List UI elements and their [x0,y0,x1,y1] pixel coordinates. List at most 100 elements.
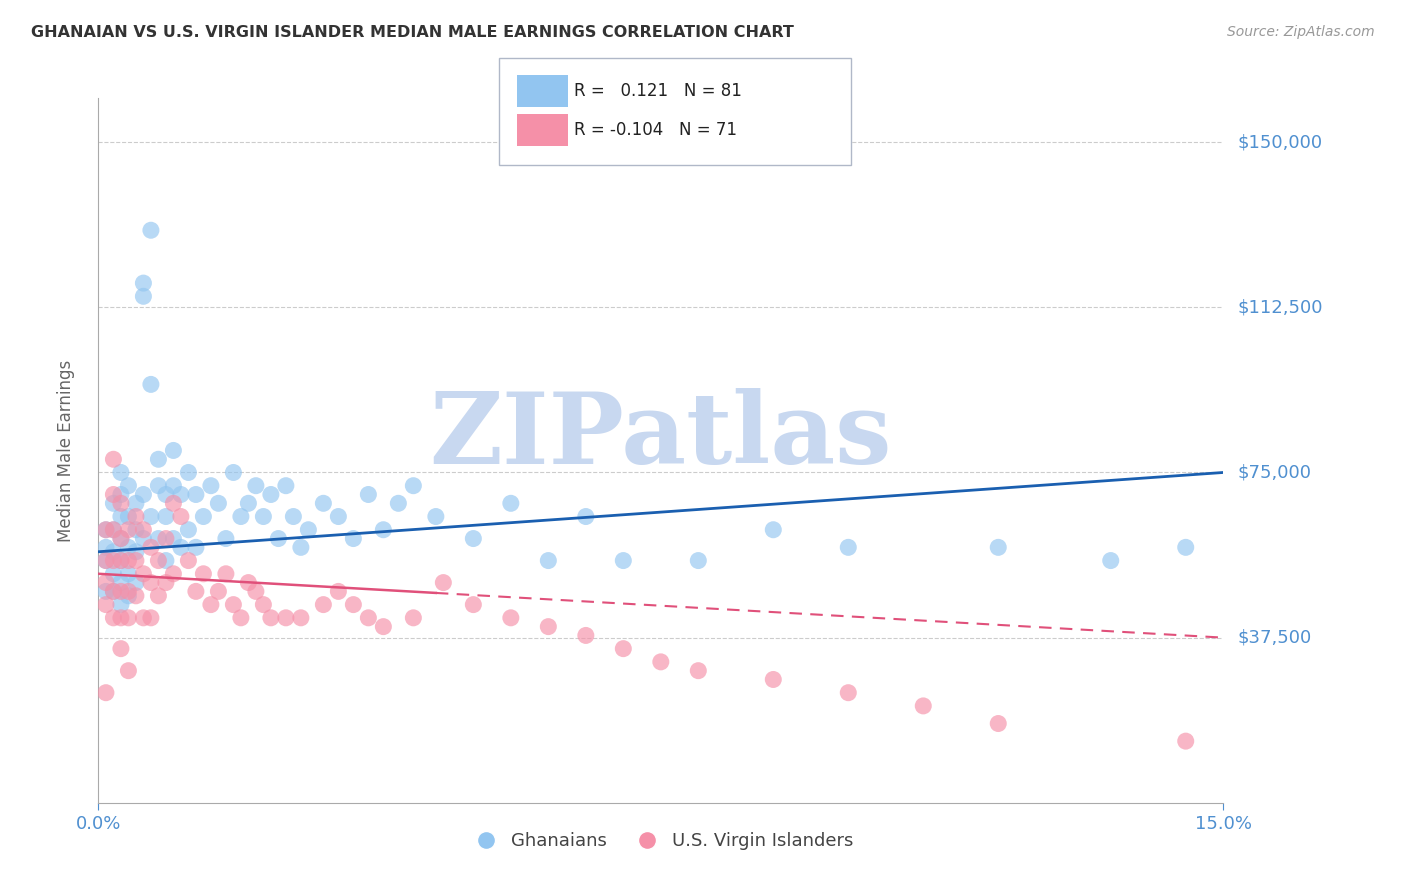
Point [125,589,148,603]
Point [215,566,238,581]
Point [94,541,117,555]
Point [177,553,200,567]
Point [837,686,859,700]
Point [110,611,132,625]
Point [117,523,139,537]
Point [148,452,170,467]
Point [155,575,177,590]
Point [148,589,170,603]
Point [103,611,125,625]
Point [200,478,222,492]
Text: ZIPatlas: ZIPatlas [430,388,891,485]
Point [387,496,409,510]
Point [125,575,148,590]
Point [342,598,364,612]
Point [912,698,935,713]
Point [132,487,155,501]
Point [132,276,155,290]
Text: Source: ZipAtlas.com: Source: ZipAtlas.com [1227,25,1375,39]
Y-axis label: Median Male Earnings: Median Male Earnings [56,359,75,541]
Point [103,523,125,537]
Point [103,452,125,467]
Point [125,553,148,567]
Point [117,584,139,599]
Point [94,523,117,537]
Point [342,532,364,546]
Point [1174,541,1197,555]
Point [184,541,207,555]
Point [110,466,132,480]
Point [110,584,132,599]
Point [207,496,229,510]
Point [650,655,672,669]
Point [132,566,155,581]
Point [260,487,283,501]
Point [1174,734,1197,748]
Point [103,584,125,599]
Point [110,532,132,546]
Text: R =   0.121   N = 81: R = 0.121 N = 81 [574,82,741,100]
Point [200,598,222,612]
Point [103,566,125,581]
Point [117,541,139,555]
Point [117,566,139,581]
Point [117,509,139,524]
Point [94,598,117,612]
Point [148,478,170,492]
Point [328,584,350,599]
Point [245,478,267,492]
Point [184,487,207,501]
Point [260,611,283,625]
Point [274,478,297,492]
Point [229,509,252,524]
Point [837,541,859,555]
Point [110,553,132,567]
Point [245,584,267,599]
Point [117,664,139,678]
Point [297,523,319,537]
Point [139,509,162,524]
Point [373,619,395,633]
Point [103,487,125,501]
Text: $112,500: $112,500 [1237,298,1323,317]
Point [312,598,335,612]
Point [162,478,184,492]
Point [155,509,177,524]
Point [155,553,177,567]
Point [987,716,1010,731]
Point [139,541,162,555]
Point [132,523,155,537]
Point [162,443,184,458]
Point [139,611,162,625]
Point [110,532,132,546]
Point [373,523,395,537]
Point [537,553,560,567]
Point [110,575,132,590]
Point [94,575,117,590]
Point [125,509,148,524]
Point [94,553,117,567]
Point [222,598,245,612]
Point [688,664,710,678]
Point [499,496,522,510]
Point [103,553,125,567]
Point [117,478,139,492]
Point [238,575,260,590]
Text: $150,000: $150,000 [1237,133,1322,151]
Point [762,523,785,537]
Point [290,611,312,625]
Point [125,523,148,537]
Point [432,575,454,590]
Point [117,553,139,567]
Point [357,611,380,625]
Point [132,532,155,546]
Point [463,598,485,612]
Point [94,584,117,599]
Point [222,466,245,480]
Point [425,509,447,524]
Point [207,584,229,599]
Point [537,619,560,633]
Point [117,589,139,603]
Point [110,487,132,501]
Point [139,223,162,237]
